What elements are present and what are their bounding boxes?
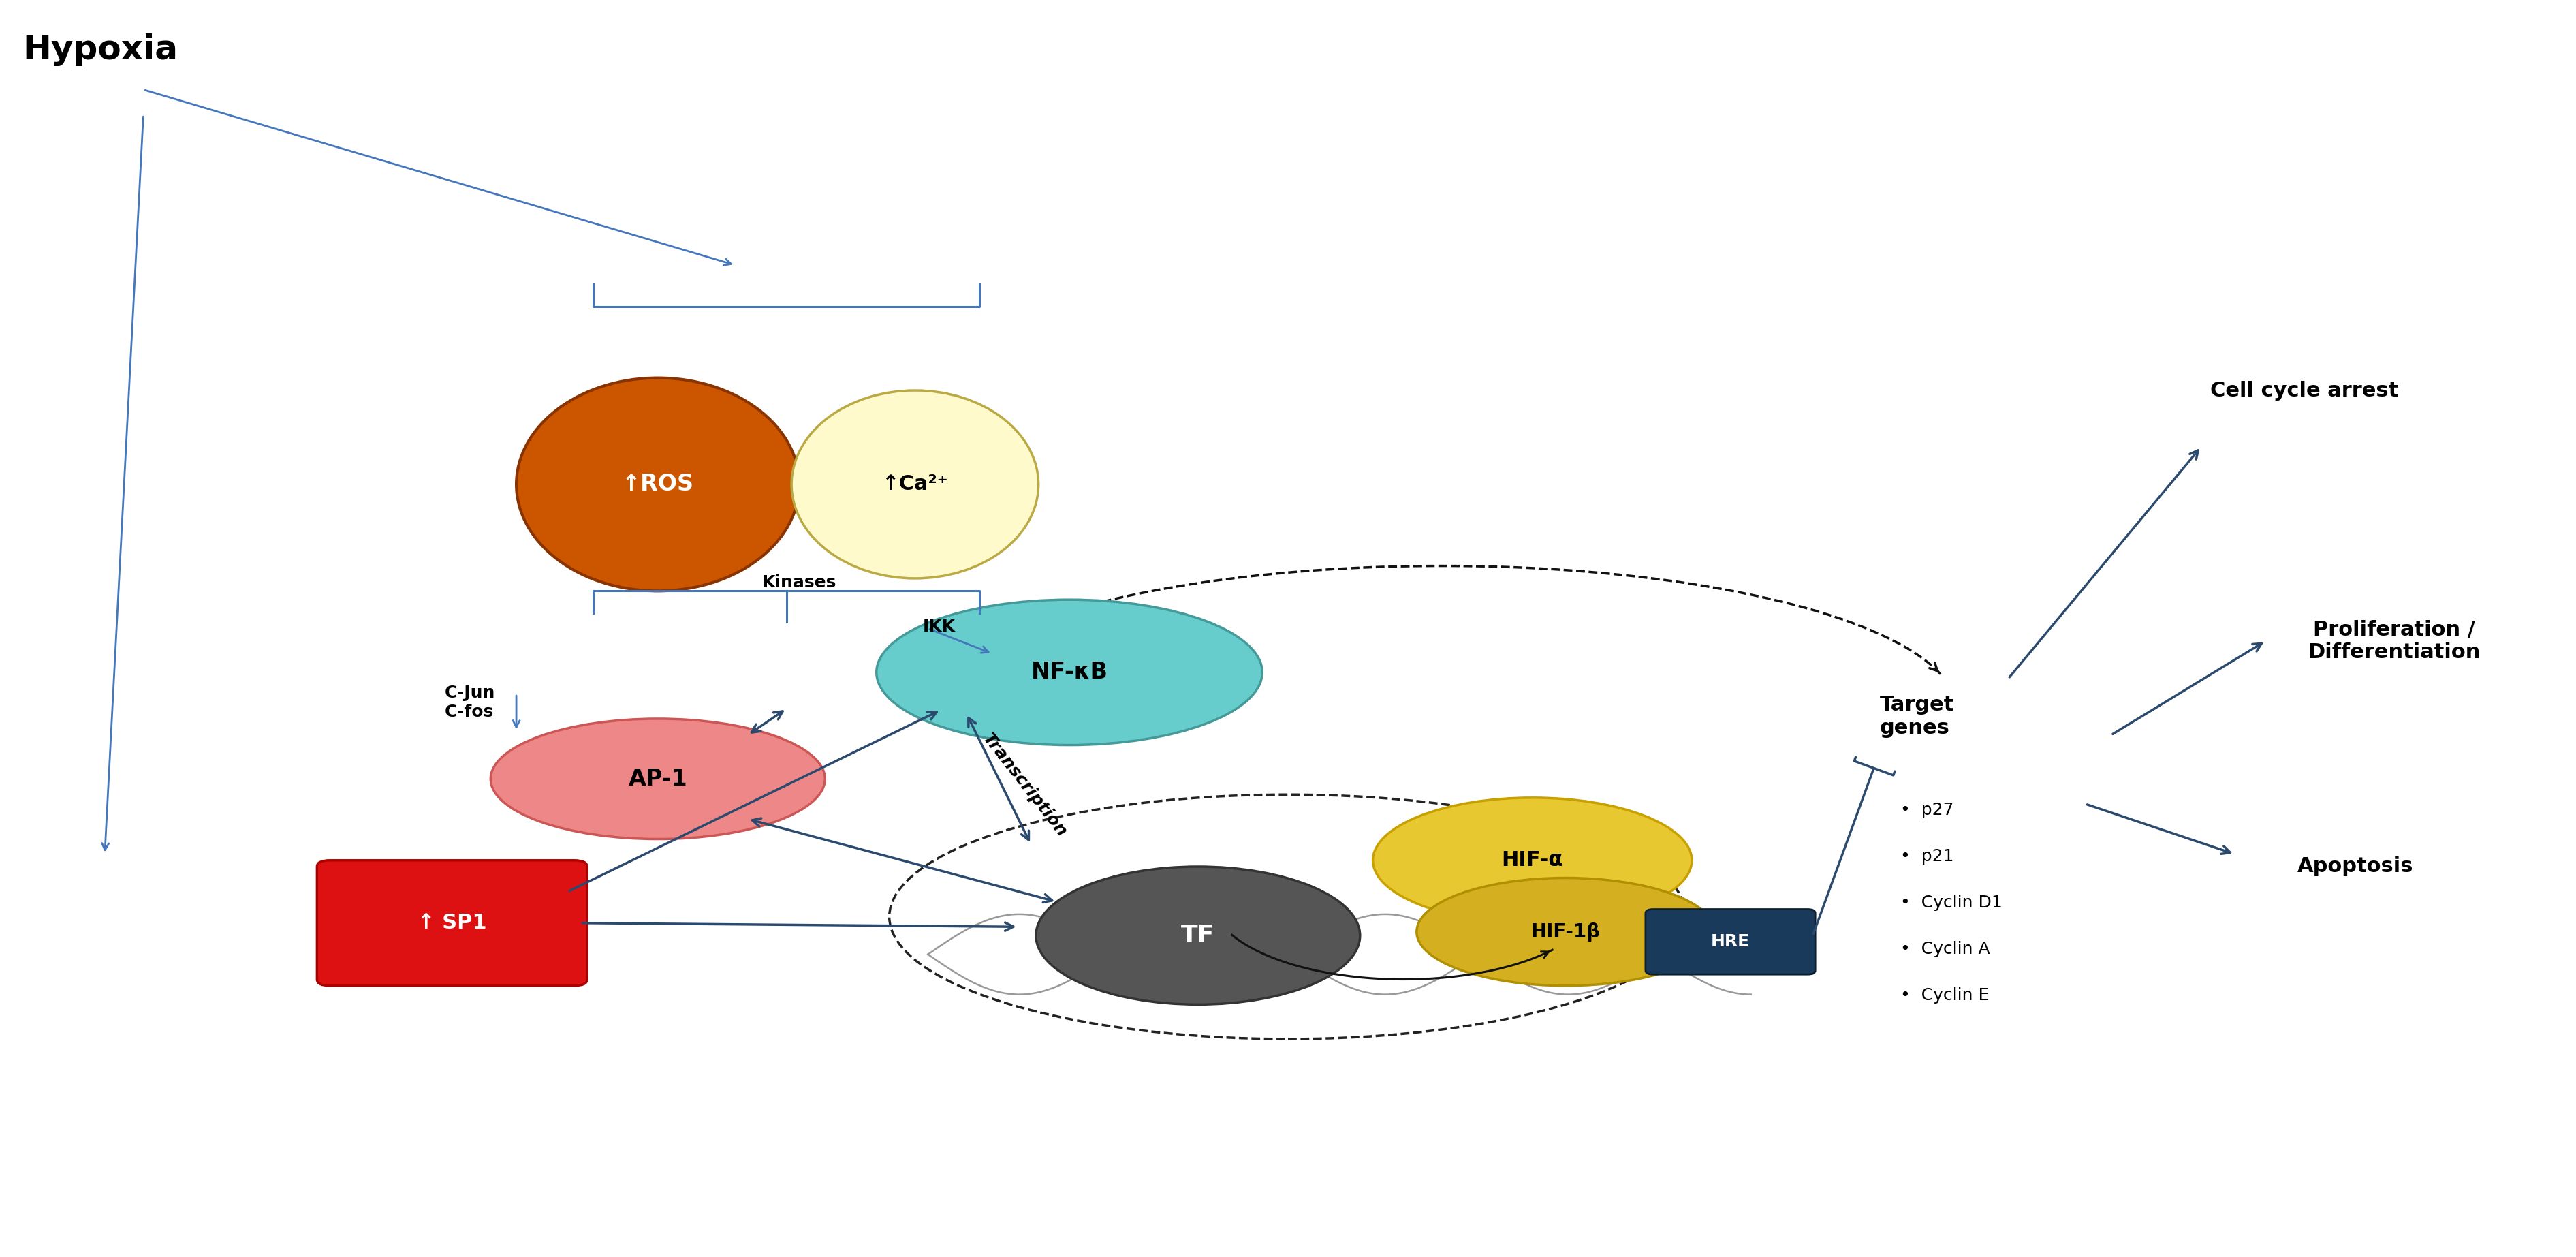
Text: Cell cycle arrest: Cell cycle arrest	[2210, 381, 2398, 400]
Text: •  Cyclin E: • Cyclin E	[1901, 988, 1989, 1004]
Text: ↑ SP1: ↑ SP1	[417, 913, 487, 933]
Text: •  Cyclin D1: • Cyclin D1	[1901, 895, 2002, 911]
Text: Apoptosis: Apoptosis	[2298, 857, 2414, 876]
Text: Transcription: Transcription	[979, 730, 1069, 840]
Text: HRE: HRE	[1710, 934, 1749, 950]
Text: Proliferation /
Differentiation: Proliferation / Differentiation	[2308, 620, 2481, 662]
Text: •  p27: • p27	[1901, 802, 1953, 818]
Text: HIF-1β: HIF-1β	[1530, 923, 1600, 941]
FancyBboxPatch shape	[317, 860, 587, 985]
Ellipse shape	[876, 600, 1262, 745]
Text: Target
genes: Target genes	[1880, 695, 1955, 738]
Text: AP-1: AP-1	[629, 768, 688, 791]
Text: Hypoxia: Hypoxia	[23, 33, 178, 65]
Text: ↑ROS: ↑ROS	[621, 473, 693, 495]
Text: NF-κB: NF-κB	[1030, 661, 1108, 684]
Ellipse shape	[791, 391, 1038, 578]
Text: C-Jun
C-fos: C-Jun C-fos	[443, 685, 495, 720]
Ellipse shape	[489, 719, 824, 838]
Ellipse shape	[515, 378, 799, 591]
Text: ↑Ca²⁺: ↑Ca²⁺	[881, 474, 948, 494]
Ellipse shape	[1036, 866, 1360, 1004]
Ellipse shape	[1417, 877, 1716, 985]
Text: •  p21: • p21	[1901, 848, 1953, 865]
Text: Kinases: Kinases	[762, 574, 837, 591]
FancyBboxPatch shape	[1646, 909, 1816, 974]
Text: •  Cyclin A: • Cyclin A	[1901, 941, 1989, 958]
Ellipse shape	[1373, 798, 1692, 923]
Text: IKK: IKK	[922, 618, 956, 635]
Text: HIF-α: HIF-α	[1502, 851, 1564, 870]
Text: TF: TF	[1182, 924, 1216, 947]
